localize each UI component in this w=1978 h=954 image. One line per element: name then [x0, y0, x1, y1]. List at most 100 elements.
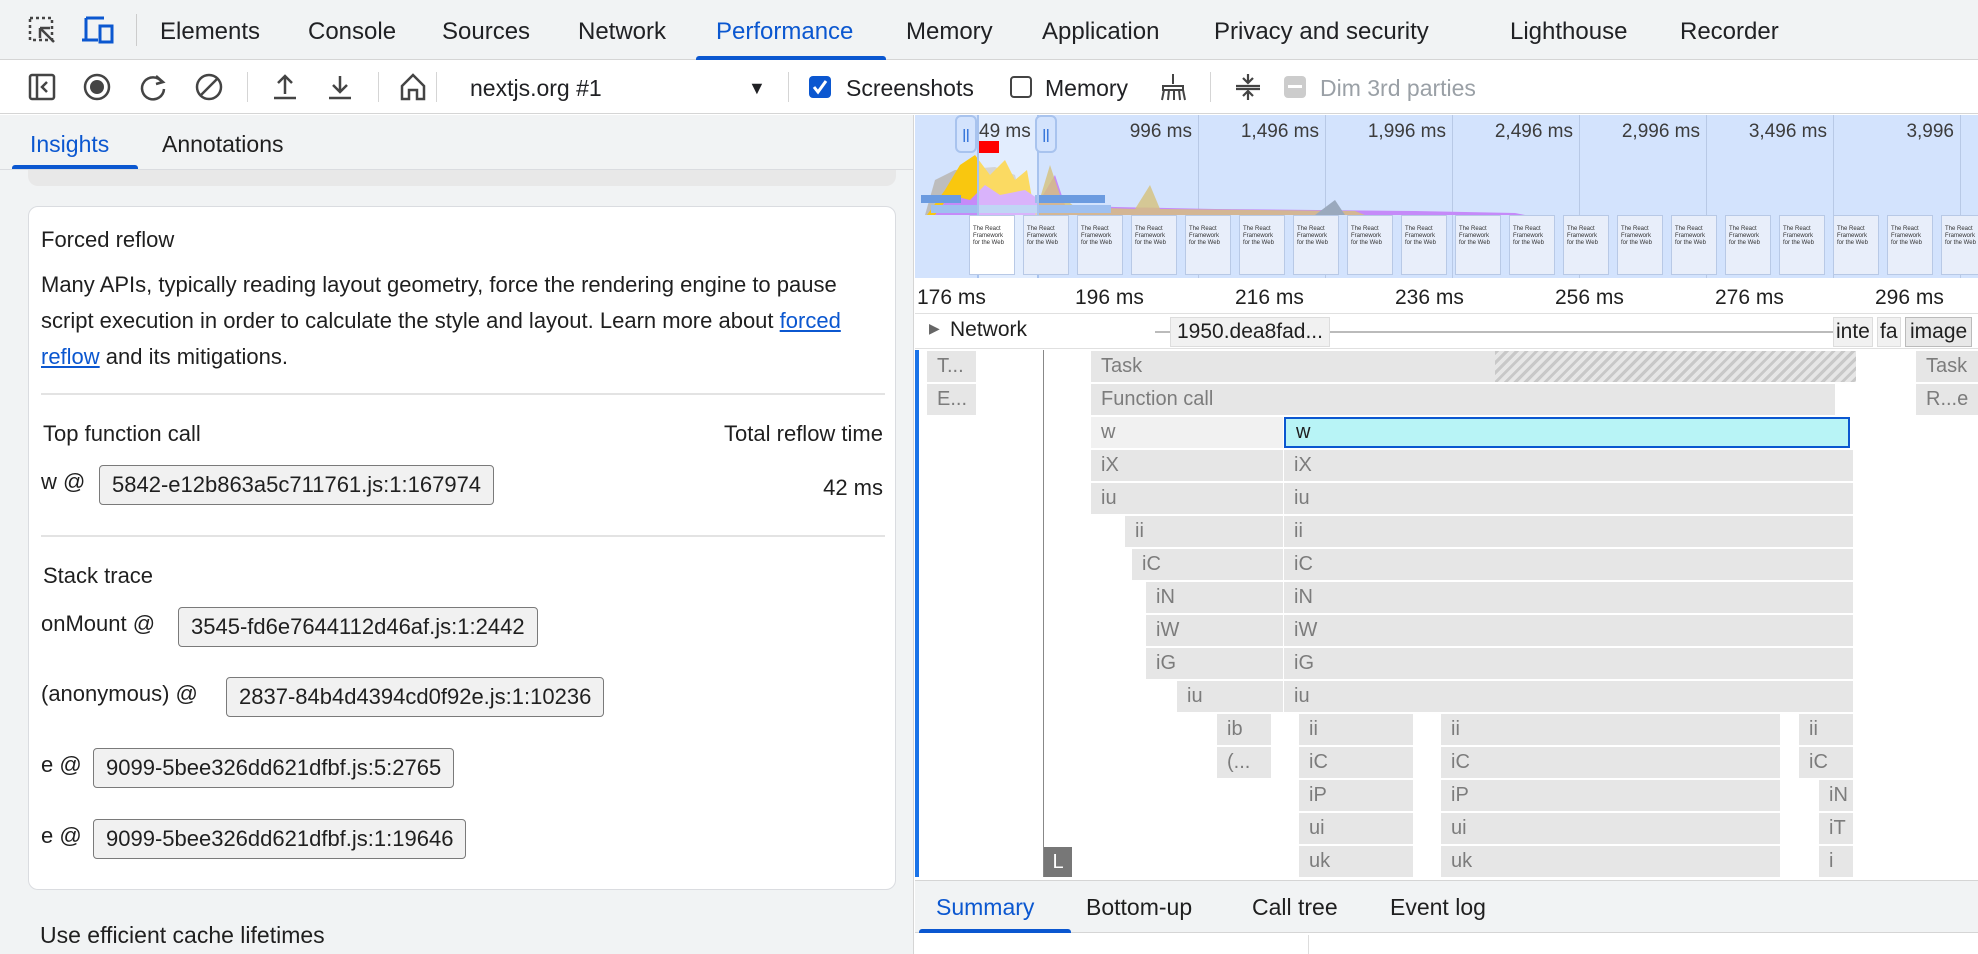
tab-recorder[interactable]: Recorder	[1680, 18, 1779, 45]
flame-event[interactable]: iu	[1177, 681, 1284, 712]
clear-icon[interactable]	[194, 72, 224, 102]
memory-checkbox[interactable]	[1010, 76, 1032, 98]
flame-event[interactable]: uk	[1299, 846, 1414, 877]
screenshot-thumbnail[interactable]: The React Framework for the Web	[1239, 215, 1285, 275]
timeline-overview[interactable]: || || 49 ms 996 ms 1,496 ms 1,996 ms 2,496 m…	[915, 115, 1978, 278]
network-request[interactable]: 1950.dea8fad...	[1170, 317, 1330, 347]
tab-application[interactable]: Application	[1042, 18, 1160, 45]
screenshot-thumbnail[interactable]: The React Framework for the Web	[1455, 215, 1501, 275]
network-request[interactable]: inte	[1833, 317, 1873, 347]
flame-event[interactable]: iG	[1146, 648, 1284, 679]
collapse-tracks-icon[interactable]	[1233, 72, 1263, 102]
upload-icon[interactable]	[270, 72, 300, 102]
right-selection-handle[interactable]: ||	[1035, 115, 1057, 153]
tab-performance[interactable]: Performance	[716, 18, 854, 45]
flame-event[interactable]: ii	[1299, 714, 1414, 745]
screenshot-thumbnail[interactable]: The React Framework for the Web	[1077, 215, 1123, 275]
task-event[interactable]: Task	[1916, 351, 1978, 382]
flame-event[interactable]: iC	[1299, 747, 1414, 778]
flame-event[interactable]: uk	[1441, 846, 1781, 877]
network-track[interactable]: ▶ Network 1950.dea8fad... inte fa image	[915, 314, 1978, 349]
screenshot-thumbnail[interactable]: The React Framework for the Web	[1347, 215, 1393, 275]
screenshot-thumbnail[interactable]: The React Framework for the Web	[969, 215, 1015, 275]
flame-event[interactable]: iT	[1819, 813, 1854, 844]
cache-lifetimes-insight[interactable]: Use efficient cache lifetimes	[28, 908, 896, 948]
flame-event[interactable]: ii	[1799, 714, 1854, 745]
flame-event[interactable]: iC	[1799, 747, 1854, 778]
flame-event[interactable]: iu	[1284, 483, 1854, 514]
stack-source-link[interactable]: 9099-5bee326dd621dfbf.js:1:19646	[93, 819, 467, 859]
flame-event[interactable]: (...	[1217, 747, 1272, 778]
flame-event[interactable]: iN	[1146, 582, 1284, 613]
tab-memory[interactable]: Memory	[906, 18, 993, 45]
screenshot-thumbnail[interactable]: The React Framework for the Web	[1887, 215, 1933, 275]
tab-lighthouse[interactable]: Lighthouse	[1510, 18, 1628, 45]
screenshot-thumbnail[interactable]: The React Framework for the Web	[1131, 215, 1177, 275]
device-toolbar-icon[interactable]	[82, 16, 116, 46]
download-icon[interactable]	[325, 72, 355, 102]
flame-event[interactable]: iN	[1819, 780, 1854, 811]
screenshot-thumbnail[interactable]: The React Framework for the Web	[1509, 215, 1555, 275]
tab-call-tree[interactable]: Call tree	[1252, 894, 1338, 920]
flame-event[interactable]: iC	[1284, 549, 1854, 580]
reload-record-icon[interactable]	[138, 72, 168, 102]
tab-event-log[interactable]: Event log	[1390, 894, 1486, 920]
expand-triangle-icon[interactable]: ▶	[929, 320, 940, 336]
stack-source-link[interactable]: 3545-fd6e7644112d46af.js:1:2442	[178, 607, 538, 647]
flame-event[interactable]: iu	[1091, 483, 1284, 514]
screenshot-thumbnail[interactable]: The React Framework for the Web	[1617, 215, 1663, 275]
network-request[interactable]: image	[1905, 317, 1973, 347]
screenshot-thumbnail[interactable]: The React Framework for the Web	[1779, 215, 1825, 275]
screenshot-thumbnail[interactable]: The React Framework for the Web	[1185, 215, 1231, 275]
tab-network[interactable]: Network	[578, 18, 667, 45]
screenshot-thumbnail[interactable]: The React Framework for the Web	[1833, 215, 1879, 275]
record-icon[interactable]	[82, 72, 112, 102]
function-call-event[interactable]: R...e	[1916, 384, 1978, 415]
tab-summary[interactable]: Summary	[936, 894, 1035, 920]
screenshot-thumbnail[interactable]: The React Framework for the Web	[1941, 215, 1978, 275]
tab-sources[interactable]: Sources	[442, 18, 531, 45]
left-selection-handle[interactable]: ||	[955, 115, 977, 153]
flame-event[interactable]: ui	[1441, 813, 1781, 844]
top-call-source-link[interactable]: 5842-e12b863a5c711761.js:1:167974	[99, 465, 495, 505]
tab-privacy-security[interactable]: Privacy and security	[1214, 18, 1429, 45]
toggle-sidebar-icon[interactable]	[28, 72, 58, 102]
flame-event[interactable]: iC	[1132, 549, 1284, 580]
inspect-element-icon[interactable]	[28, 16, 58, 46]
flame-event[interactable]: iX	[1284, 450, 1854, 481]
flame-event[interactable]: ui	[1299, 813, 1414, 844]
tab-insights[interactable]: Insights	[30, 131, 110, 157]
function-call-event[interactable]: E...	[927, 384, 977, 415]
flame-event[interactable]: ii	[1441, 714, 1781, 745]
flame-event[interactable]: iP	[1441, 780, 1781, 811]
screenshot-thumbnail[interactable]: The React Framework for the Web	[1023, 215, 1069, 275]
lcp-marker[interactable]: L	[1044, 847, 1072, 877]
flame-event[interactable]: ib	[1217, 714, 1272, 745]
flame-event[interactable]: ii	[1284, 516, 1854, 547]
flame-event[interactable]: iN	[1284, 582, 1854, 613]
screenshot-thumbnail[interactable]: The React Framework for the Web	[1563, 215, 1609, 275]
flame-event[interactable]: iP	[1299, 780, 1414, 811]
flame-event[interactable]: iG	[1284, 648, 1854, 679]
home-icon[interactable]	[398, 72, 428, 102]
screenshots-checkbox[interactable]	[809, 76, 831, 98]
screenshot-thumbnail[interactable]: The React Framework for the Web	[1293, 215, 1339, 275]
flame-event[interactable]: ii	[1125, 516, 1284, 547]
forced-reflow-link[interactable]: forced reflow	[41, 308, 841, 369]
flame-event[interactable]: i	[1819, 846, 1854, 877]
task-event[interactable]: T...	[927, 351, 977, 382]
flame-event[interactable]: w	[1091, 417, 1284, 448]
broom-icon[interactable]	[1158, 72, 1188, 102]
tab-elements[interactable]: Elements	[160, 18, 261, 45]
tab-console[interactable]: Console	[308, 18, 397, 45]
flame-event[interactable]: iW	[1146, 615, 1284, 646]
screenshot-thumbnail[interactable]: The React Framework for the Web	[1725, 215, 1771, 275]
selected-event[interactable]: w	[1284, 417, 1850, 448]
dropdown-arrow-icon[interactable]: ▼	[748, 78, 766, 98]
dim-3rd-parties-checkbox[interactable]	[1284, 76, 1306, 98]
flame-event[interactable]: iC	[1441, 747, 1781, 778]
main-thread-flame-chart[interactable]: L T... Task Task E... Function call R...e w w iX…	[915, 350, 1978, 877]
tab-annotations[interactable]: Annotations	[162, 131, 284, 157]
tab-bottom-up[interactable]: Bottom-up	[1086, 894, 1193, 920]
screenshot-thumbnail[interactable]: The React Framework for the Web	[1401, 215, 1447, 275]
